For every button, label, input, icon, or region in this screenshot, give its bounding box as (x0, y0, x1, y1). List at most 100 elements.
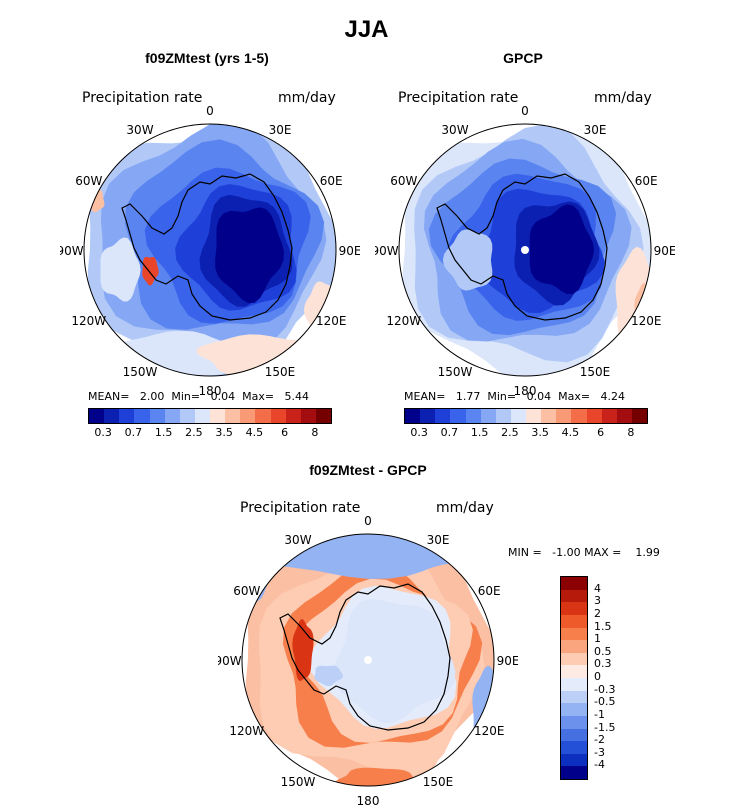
precip-contour-fill (442, 229, 493, 291)
longitude-label: 30W (126, 123, 153, 137)
pole-marker (364, 656, 372, 664)
longitude-label: 60W (390, 174, 417, 188)
colorbar-swatch (465, 409, 481, 423)
panel-2-variable: Precipitation rate (398, 90, 519, 106)
colorbar-swatch (561, 703, 587, 716)
colorbar-tick-label: 0.3 (594, 657, 612, 671)
longitude-label: 30W (441, 123, 468, 137)
colorbar-swatch (164, 409, 180, 423)
longitude-label: 0 (521, 104, 529, 118)
map-boundary (83, 123, 337, 377)
colorbar-swatch (315, 409, 331, 423)
precip-contour-fill (333, 598, 456, 723)
colorbar-swatch (631, 409, 647, 423)
colorbar-swatch (561, 678, 587, 691)
longitude-label: 150E (580, 365, 611, 379)
panel-2-colorbar (404, 408, 648, 424)
longitude-label: 120E (316, 314, 347, 328)
longitude-label: 90E (339, 244, 360, 258)
longitude-label: 90W (375, 244, 399, 258)
panel-3-stats: MIN = -1.00 MAX = 1.99 (508, 546, 660, 559)
colorbar-tick-label: 3.5 (215, 426, 233, 439)
colorbar-swatch (561, 577, 587, 590)
panel-2-units: mm/day (594, 90, 652, 106)
colorbar-tick-label: 1.5 (470, 426, 489, 439)
colorbar-tick-label: 2.5 (185, 426, 203, 439)
colorbar-tick-label: -1.5 (594, 720, 616, 734)
longitude-label: 120W (229, 724, 264, 738)
antarctica-coastline (279, 583, 451, 731)
colorbar-tick-label: 3.5 (531, 426, 549, 439)
colorbar-swatch (526, 409, 542, 423)
longitude-label: 0 (364, 514, 372, 528)
longitude-label: 90W (60, 244, 84, 258)
panel-1-stats: MEAN= 2.00 Min= 0.04 Max= 5.44 (88, 390, 310, 403)
colorbar-tick-label: -2 (594, 733, 605, 747)
colorbar-tick-label: 6 (597, 426, 605, 439)
panel-2-map: 0 30E 60E 90E 120E 150E 180 150W 120W 90W 60W 30W (375, 104, 675, 398)
colorbar-swatch (561, 640, 587, 653)
colorbar-swatch (89, 409, 105, 423)
panel-1-map: 0 30E 60E 90E 120E 150E 180 150W 120W 90W 60W 30W (60, 104, 360, 398)
longitude-label: 150E (423, 775, 454, 789)
colorbar-swatch (586, 409, 602, 423)
diff-colorbar (560, 576, 588, 780)
colorbar-tick-label: 4 (594, 581, 601, 595)
longitude-label: 30E (584, 123, 607, 137)
colorbar-tick-label: 0.3 (410, 426, 428, 439)
colorbar-tick-label: 0.5 (594, 644, 612, 658)
colorbar-swatch (104, 409, 120, 423)
longitude-label: 90W (218, 654, 242, 668)
colorbar-tick-label: 1.5 (594, 619, 612, 633)
colorbar-swatch (561, 627, 587, 641)
colorbar-swatch (480, 409, 496, 423)
colorbar-swatch (561, 728, 587, 742)
longitude-label: 150E (265, 365, 296, 379)
longitude-label: 90E (654, 244, 675, 258)
longitude-label: 30E (427, 533, 450, 547)
panel-1-title: f09ZMtest (yrs 1-5) (145, 50, 269, 66)
longitude-label: 90E (497, 654, 518, 668)
precip-contour-fill (335, 767, 421, 786)
panel-3-variable: Precipitation rate (240, 500, 361, 516)
colorbar-swatch (134, 409, 150, 423)
longitude-label: 150W (438, 365, 473, 379)
colorbar-tick-label: 0 (594, 670, 601, 683)
precip-contour-fill (529, 204, 594, 294)
panel-3-map: 0 30E 60E 90E 120E 150E 180 150W 120W 90W 60W 30W (218, 514, 518, 808)
colorbar-tick-label: 1 (594, 632, 601, 646)
longitude-label: 120W (71, 314, 106, 328)
panel-1-variable: Precipitation rate (82, 90, 203, 106)
longitude-label: 120E (631, 314, 662, 328)
longitude-label: 60W (75, 174, 102, 188)
map-boundary (241, 533, 495, 787)
colorbar-swatch (556, 409, 572, 423)
panel-3-title: f09ZMtest - GPCP (309, 462, 427, 478)
antarctica-coastline (121, 173, 293, 321)
panel-1-units: mm/day (278, 90, 336, 106)
colorbar-swatch (210, 409, 226, 423)
colorbar-swatch (255, 409, 271, 423)
longitude-label: 180 (514, 384, 537, 398)
colorbar-swatch (510, 409, 526, 423)
colorbar-swatch (405, 409, 421, 423)
map-boundary (398, 123, 652, 377)
colorbar-swatch (561, 690, 587, 704)
longitude-label: 180 (357, 794, 380, 808)
colorbar-swatch (194, 409, 210, 423)
panel-2-title: GPCP (503, 50, 543, 66)
precip-contour-fill (314, 665, 343, 687)
colorbar-swatch (601, 409, 617, 423)
colorbar-tick-label: -1 (594, 707, 605, 721)
colorbar-swatch (541, 409, 557, 423)
colorbar-tick-label: -0.5 (594, 695, 616, 709)
colorbar-tick-label: 8 (311, 426, 319, 439)
colorbar-swatch (561, 652, 587, 666)
colorbar-swatch (240, 409, 256, 423)
colorbar-swatch (561, 602, 587, 615)
antarctica-coastline (436, 173, 608, 321)
colorbar-swatch (270, 409, 286, 423)
precip-contour-fill (242, 615, 244, 645)
longitude-label: 60E (478, 584, 501, 598)
colorbar-tick-label: 0.7 (124, 426, 143, 439)
